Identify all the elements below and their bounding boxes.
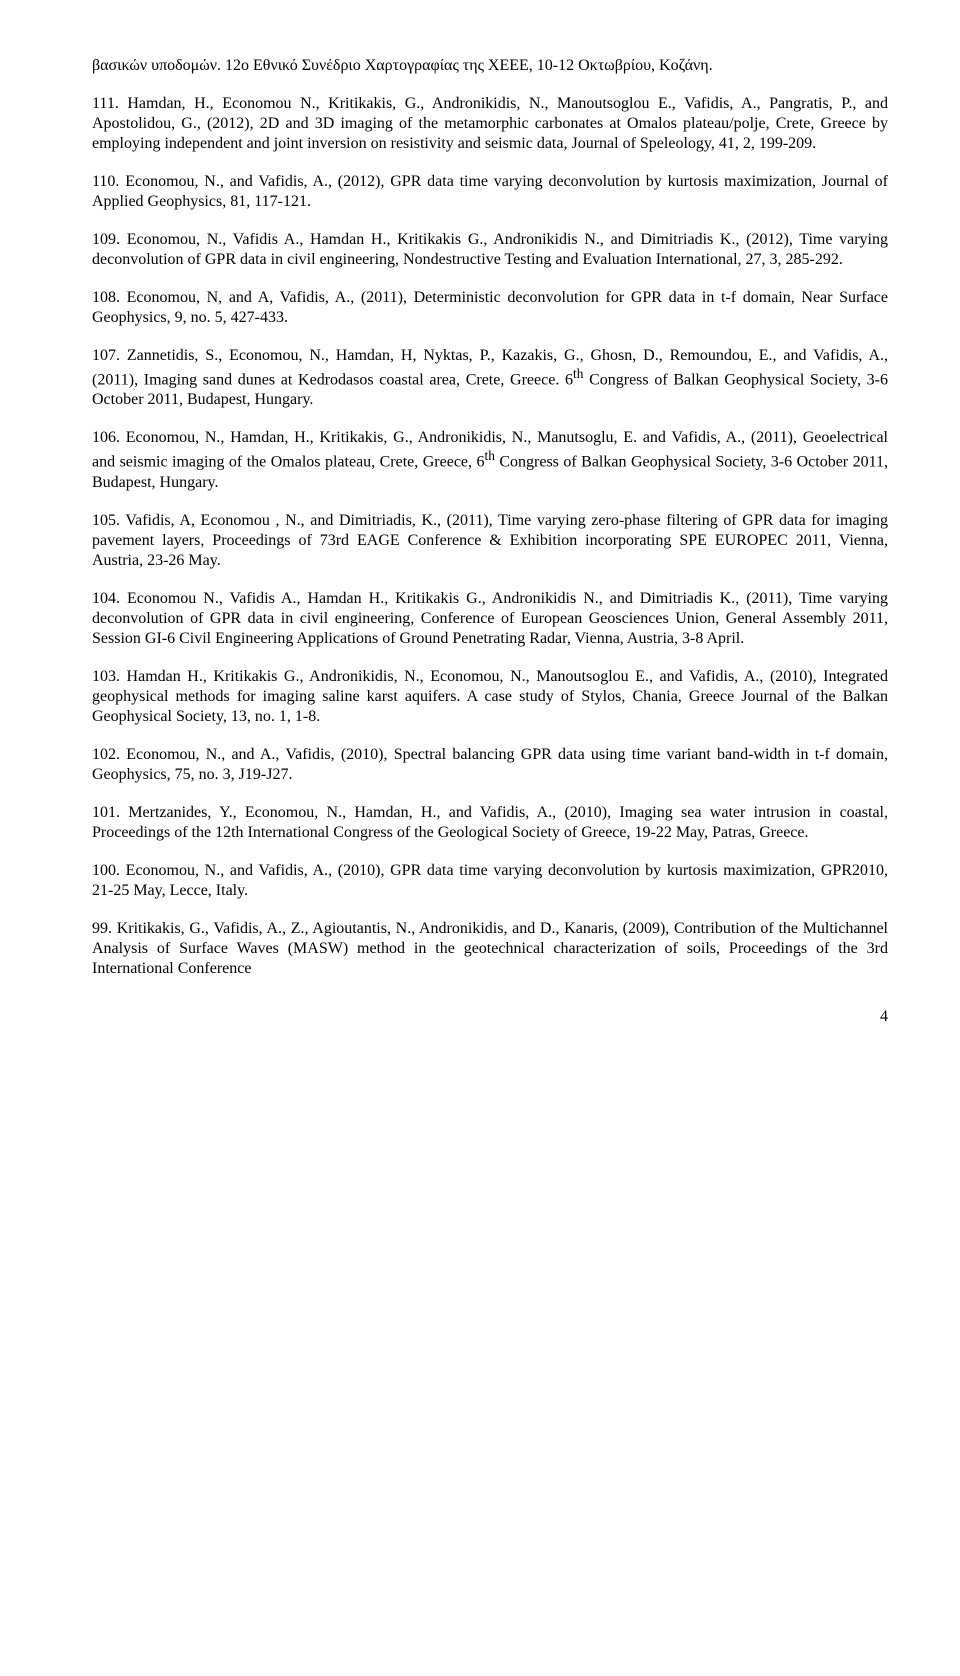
reference-entry: 102. Economou, N., and A., Vafidis, (201…	[92, 745, 888, 785]
reference-entry: 104. Economou N., Vafidis A., Hamdan H.,…	[92, 589, 888, 649]
reference-entry: 101. Mertzanides, Y., Economou, N., Hamd…	[92, 803, 888, 843]
reference-entry: βασικών υποδομών. 12ο Εθνικό Συνέδριο Χα…	[92, 56, 888, 76]
reference-entry: 100. Economou, N., and Vafidis, A., (201…	[92, 861, 888, 901]
reference-entry: 111. Hamdan, H., Economou N., Kritikakis…	[92, 94, 888, 154]
reference-entry: 99. Kritikakis, G., Vafidis, A., Z., Agi…	[92, 919, 888, 979]
reference-entry: 110. Economou, N., and Vafidis, A., (201…	[92, 172, 888, 212]
reference-entry: 107. Zannetidis, S., Economou, N., Hamda…	[92, 346, 888, 410]
document-body: βασικών υποδομών. 12ο Εθνικό Συνέδριο Χα…	[92, 56, 888, 979]
reference-entry: 106. Economou, N., Hamdan, H., Kritikaki…	[92, 428, 888, 492]
reference-entry: 105. Vafidis, A, Economou , N., and Dimi…	[92, 511, 888, 571]
reference-entry: 103. Hamdan H., Kritikakis G., Androniki…	[92, 667, 888, 727]
page-number: 4	[92, 1007, 888, 1027]
reference-entry: 109. Economou, N., Vafidis A., Hamdan H.…	[92, 230, 888, 270]
reference-entry: 108. Economou, N, and A, Vafidis, A., (2…	[92, 288, 888, 328]
